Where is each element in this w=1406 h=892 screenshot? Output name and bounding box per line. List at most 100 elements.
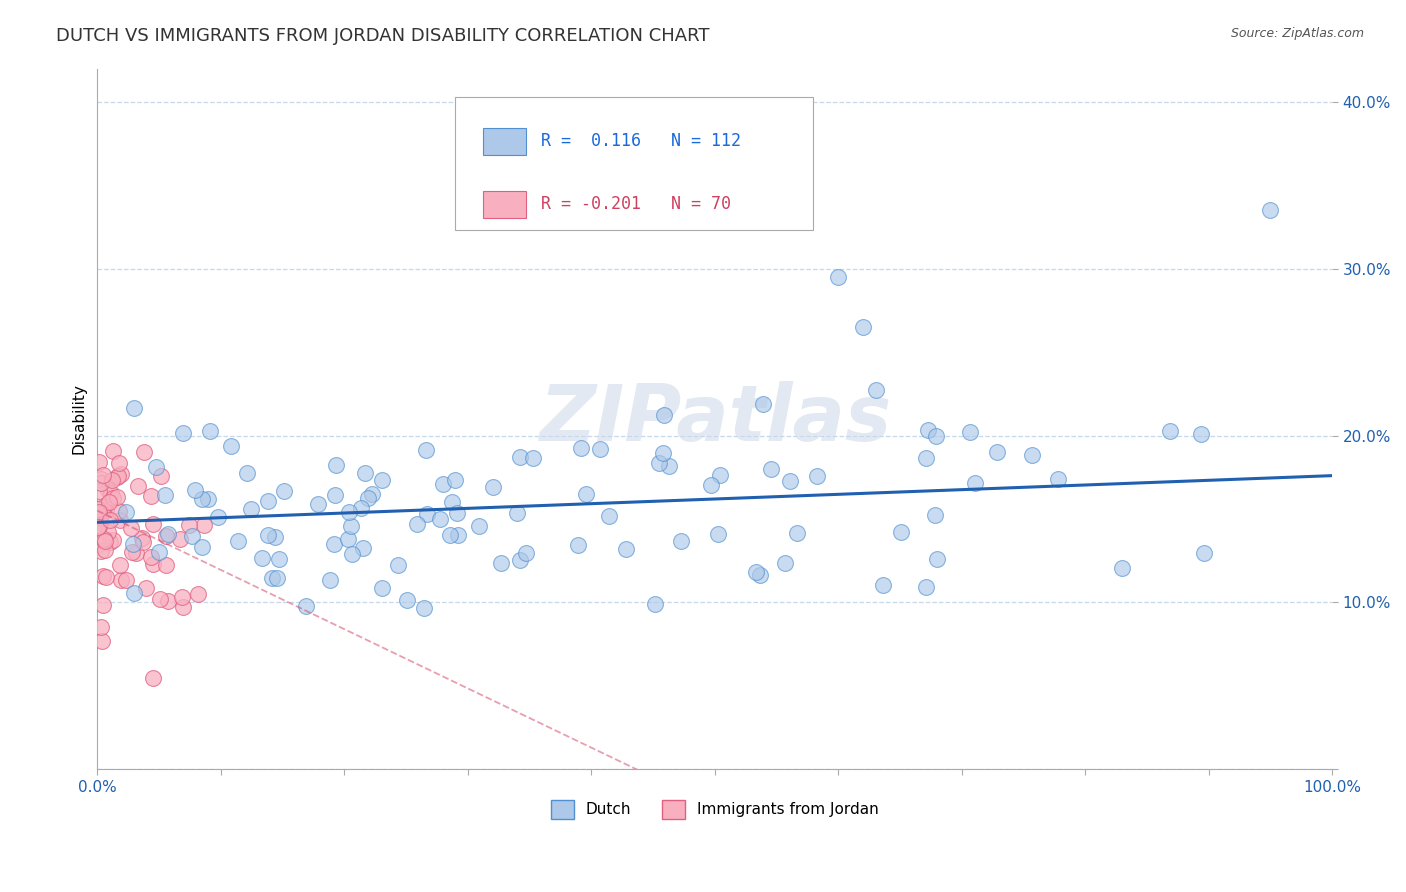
Point [142,516,165,531]
Point [439,528,461,542]
Point [93,533,115,548]
Point [91,634,114,648]
Legend: Dutch, Immigrants from Jordan: Dutch, Immigrants from Jordan [544,794,884,825]
Point [94,570,117,584]
Point [1159,424,1181,438]
Point [94,503,117,517]
Point [325,458,347,472]
Y-axis label: Disability: Disability [72,384,86,454]
Point [98,535,121,549]
Point [100,485,122,500]
Point [263,530,285,544]
Point [101,491,124,505]
Point [575,487,598,501]
Point [89,517,111,532]
Point [91,598,114,612]
Point [110,513,132,527]
Point [745,566,768,580]
Point [148,545,170,559]
Point [122,586,145,600]
Text: R =  0.116   N = 112: R = 0.116 N = 112 [541,132,741,150]
Point [170,590,193,604]
Point [515,546,537,560]
Point [371,473,394,487]
Point [759,462,782,476]
Point [105,490,128,504]
Point [415,442,437,457]
Point [94,543,117,558]
Point [124,401,146,415]
Point [959,425,981,440]
Point [443,473,465,487]
Point [177,517,200,532]
Point [108,456,131,470]
Point [322,537,344,551]
Point [191,540,214,554]
Point [91,500,114,515]
Text: R = -0.201   N = 70: R = -0.201 N = 70 [541,194,731,213]
Point [110,558,132,572]
Point [132,445,155,459]
Point [506,506,529,520]
Point [773,556,796,570]
Point [658,458,681,473]
Point [97,524,120,539]
Point [349,500,371,515]
Point [651,446,673,460]
Point [87,519,110,533]
Point [107,469,129,483]
Point [172,426,194,441]
Point [266,571,288,585]
Point [728,203,751,218]
Point [155,558,177,572]
Point [494,145,516,159]
Point [236,466,259,480]
Point [786,526,808,541]
Point [779,474,801,488]
Point [87,505,110,519]
Point [91,467,114,482]
Point [337,505,360,519]
Point [157,527,180,541]
Point [142,671,165,685]
Point [121,537,143,551]
Point [132,534,155,549]
Point [482,480,505,494]
Point [89,476,111,491]
Point [172,599,194,614]
Point [110,467,132,481]
Point [700,478,723,492]
Point [131,531,153,545]
Point [567,538,589,552]
Point [915,450,938,465]
Point [145,460,167,475]
Point [648,456,671,470]
Point [865,383,887,397]
FancyBboxPatch shape [456,96,814,230]
Point [361,487,384,501]
Text: Source: ZipAtlas.com: Source: ZipAtlas.com [1230,27,1364,40]
Point [115,573,138,587]
Point [1047,472,1070,486]
Point [267,551,290,566]
Point [87,507,110,521]
Point [917,423,939,437]
Point [219,439,242,453]
Point [1021,448,1043,462]
Point [441,495,464,509]
Point [706,526,728,541]
Point [86,502,108,516]
Point [1111,561,1133,575]
Point [155,529,177,543]
Point [273,483,295,498]
Point [197,492,219,507]
Point [416,507,439,521]
Point [827,270,849,285]
Point [101,473,124,487]
Point [89,510,111,524]
Point [509,450,531,465]
Point [412,600,434,615]
Point [93,532,115,546]
Point [193,517,215,532]
Point [295,599,318,614]
